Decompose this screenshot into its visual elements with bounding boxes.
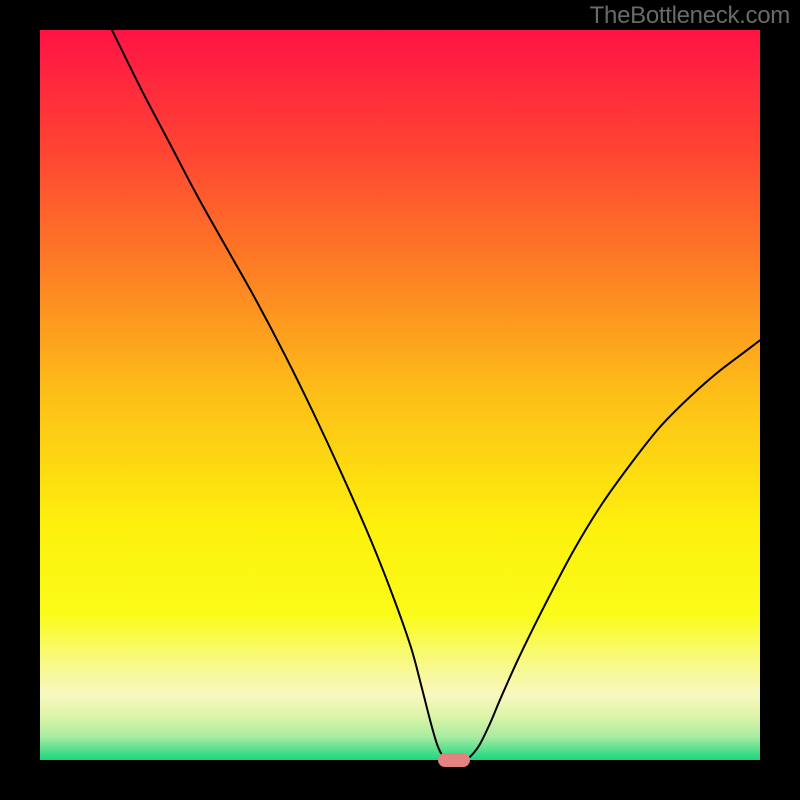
plot-background (40, 30, 760, 760)
minimum-marker (438, 753, 470, 767)
watermark-text: TheBottleneck.com (590, 2, 790, 30)
plot-frame (40, 30, 760, 760)
